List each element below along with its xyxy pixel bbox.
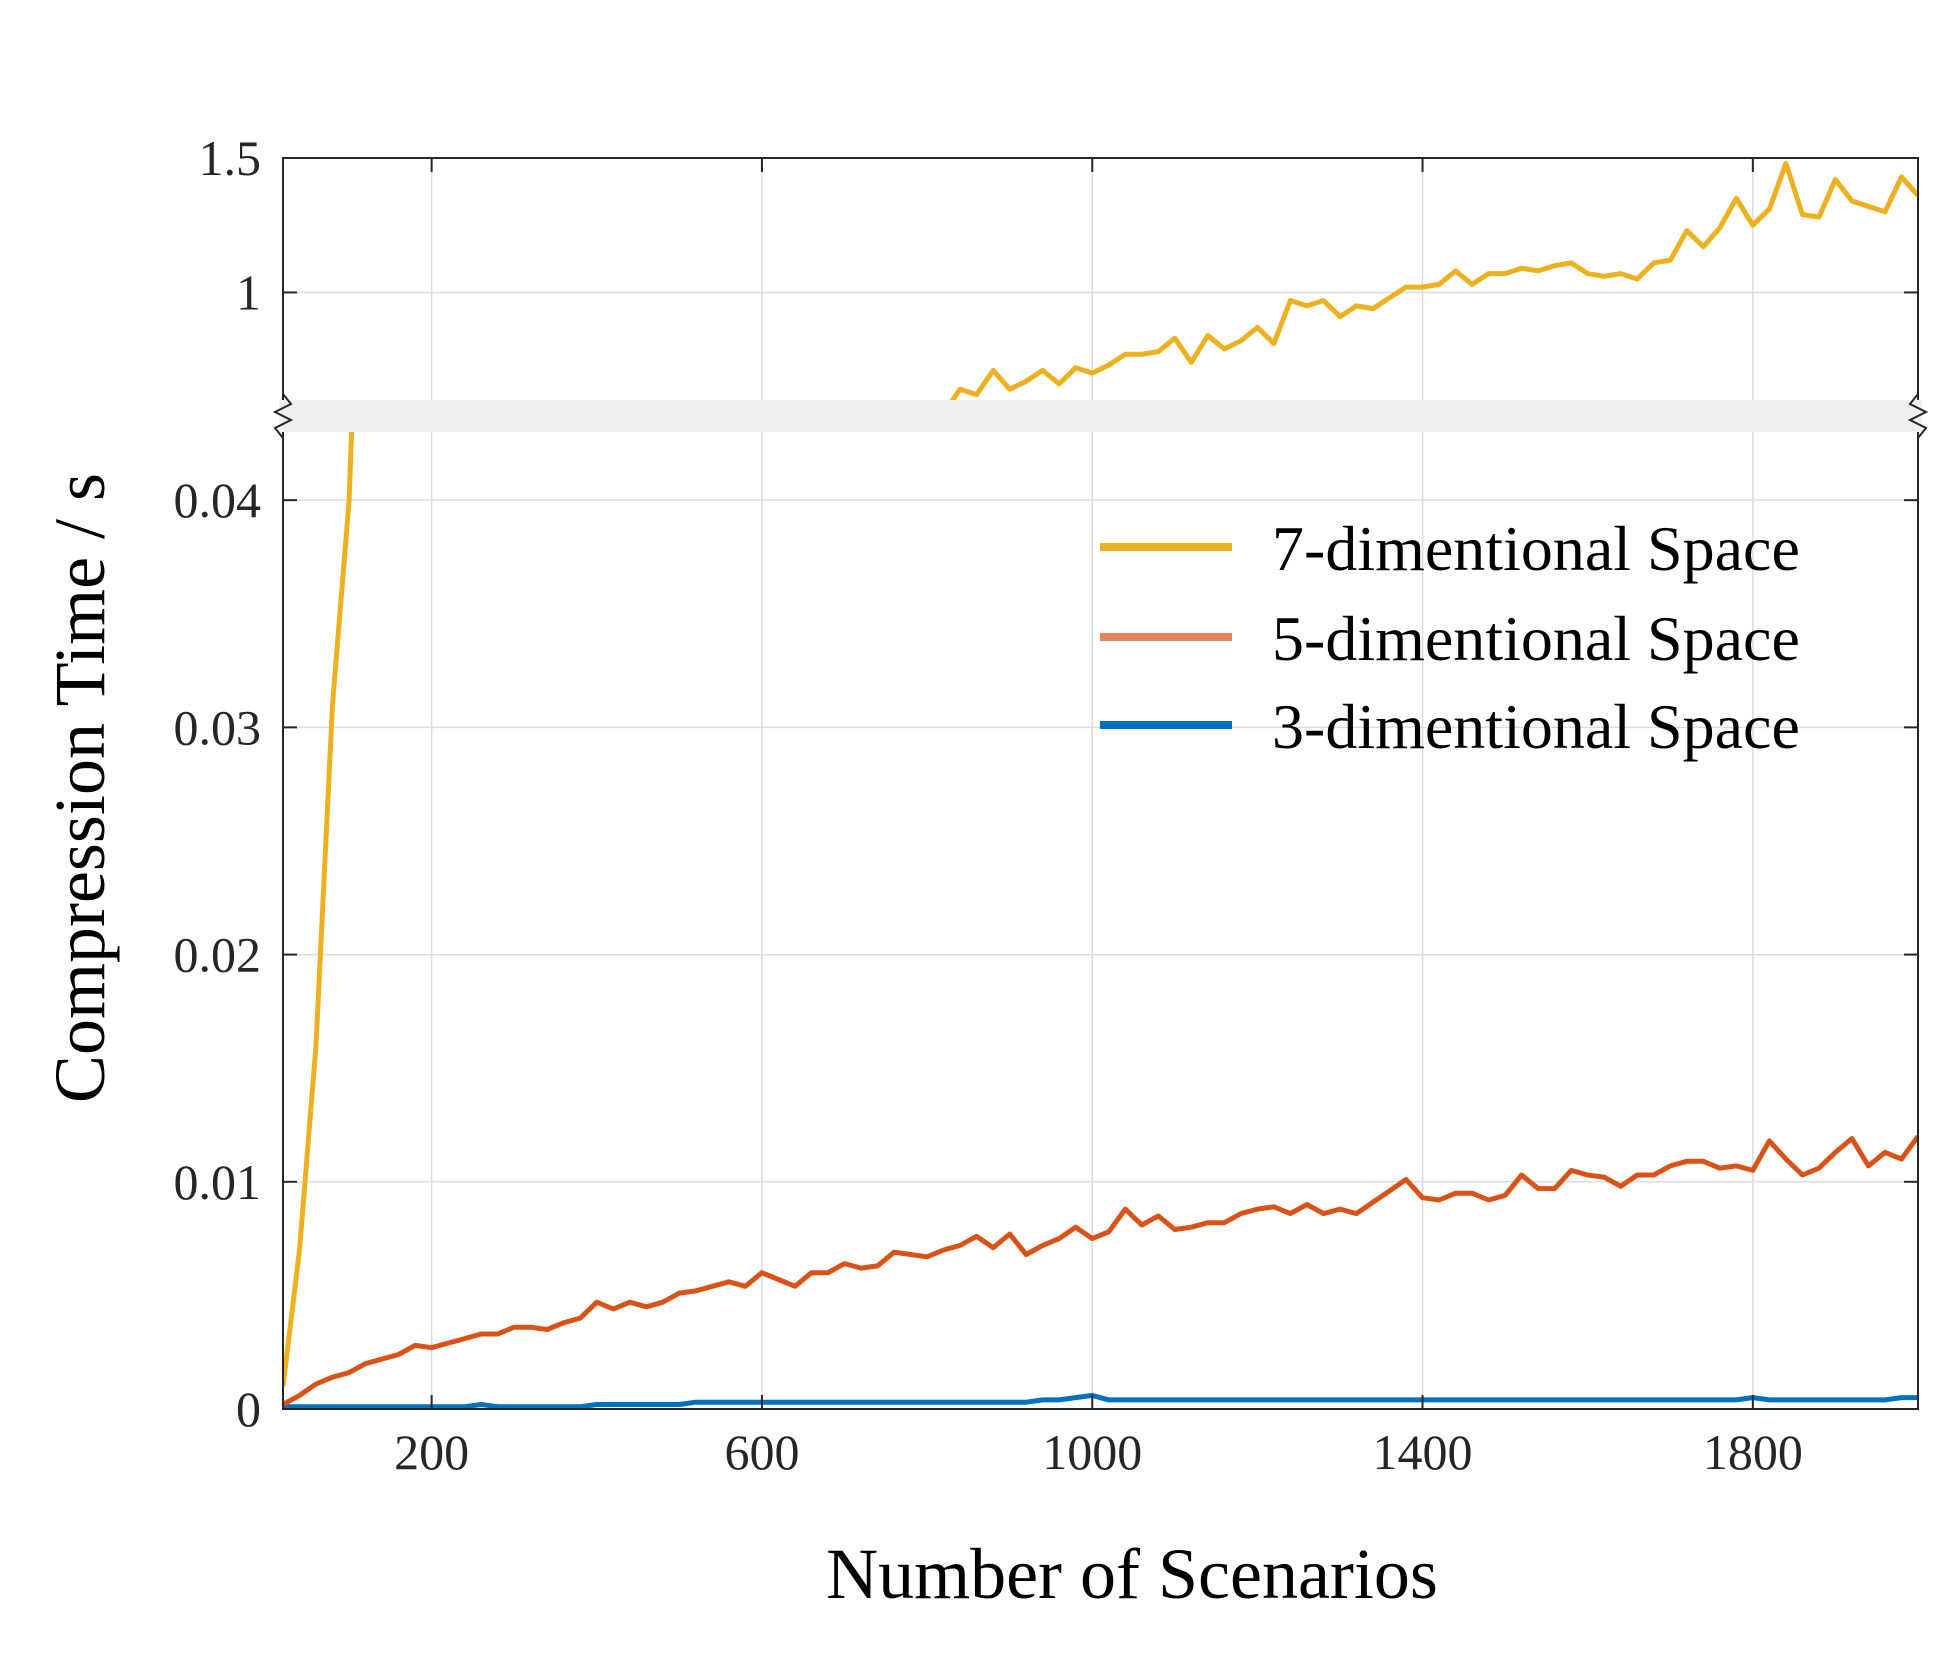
legend: 7-dimentional Space 5-dimentional Space … bbox=[1100, 513, 1800, 762]
series-7-dimentional-upper bbox=[949, 160, 1918, 400]
y-tick-label: 1 bbox=[236, 264, 261, 320]
series-5-dimentional-lower bbox=[283, 1134, 1918, 1407]
y-tick-label: 0.03 bbox=[174, 699, 262, 755]
grid bbox=[283, 158, 1918, 1409]
legend-label-7d: 7-dimentional Space bbox=[1272, 513, 1800, 584]
break-zigzag bbox=[272, 393, 294, 439]
y-tick-label: 1.5 bbox=[199, 130, 262, 186]
ticks: 200 600 1000 1400 1800 0 0.01 0.02 0.03 0.04 1 1.5 bbox=[174, 130, 1918, 1480]
x-tick-label: 200 bbox=[394, 1424, 469, 1480]
series-line-3-dimentional bbox=[283, 1392, 1918, 1410]
legend-label-3d: 3-dimentional Space bbox=[1272, 691, 1800, 762]
legend-label-5d: 5-dimentional Space bbox=[1272, 603, 1800, 674]
axis-break bbox=[272, 393, 1929, 439]
x-tick-label: 600 bbox=[724, 1424, 799, 1480]
y-tick-label: 0.01 bbox=[174, 1154, 262, 1210]
series-3-dimentional-lower bbox=[283, 1392, 1918, 1410]
x-tick-label: 1000 bbox=[1042, 1424, 1142, 1480]
y-tick-label: 0 bbox=[236, 1381, 261, 1437]
y-tick-label: 0.04 bbox=[174, 472, 262, 528]
series-line-5-dimentional bbox=[283, 1134, 1918, 1407]
plot-frame bbox=[282, 157, 1919, 1410]
x-tick-label: 1400 bbox=[1373, 1424, 1473, 1480]
x-axis-label: Number of Scenarios bbox=[826, 1534, 1438, 1614]
break-band-fill bbox=[279, 400, 1922, 432]
y-tick-label: 0.02 bbox=[174, 927, 262, 983]
x-tick-label: 1800 bbox=[1703, 1424, 1803, 1480]
series-line-7-dimentional-upper bbox=[949, 160, 1918, 400]
y-axis-label: Compression Time / s bbox=[40, 473, 120, 1103]
break-zigzag bbox=[1907, 393, 1929, 439]
series-layer bbox=[283, 160, 1918, 1410]
axis-frame bbox=[282, 157, 1919, 1410]
